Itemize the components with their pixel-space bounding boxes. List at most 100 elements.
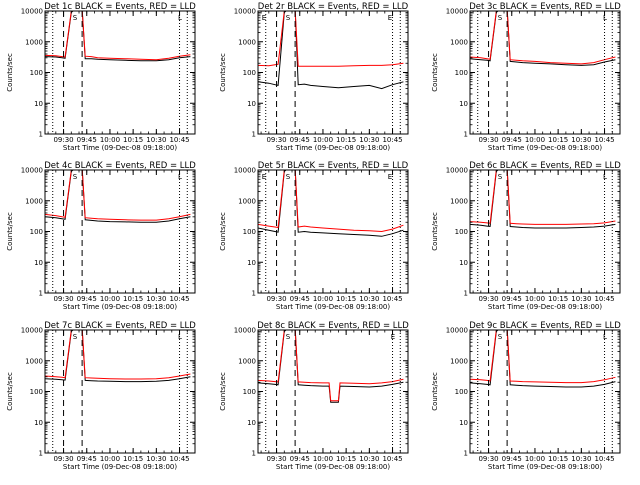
chart-panel-9: Det 9c BLACK = Events, RED = LLD S L 1 10 100… — [431, 321, 621, 471]
y-tick-label: 100 — [455, 69, 468, 77]
lld-series-line — [470, 170, 616, 225]
panel-title: Det 7c BLACK = Events, RED = LLD — [44, 321, 196, 331]
x-tick-label: 10:15 — [548, 295, 568, 303]
event-marker-label: S — [286, 14, 291, 22]
y-tick-label: 1000 — [450, 197, 468, 205]
y-tick-label: 10 — [459, 419, 468, 427]
y-tick-label: 10 — [34, 100, 43, 108]
events-series-line — [258, 11, 404, 90]
event-marker-label: E — [388, 14, 392, 22]
x-axis-label: Start Time (09-Dec-08 09:18:00) — [488, 303, 602, 311]
x-tick-label: 10:15 — [336, 295, 356, 303]
events-series-line — [470, 170, 616, 229]
x-tick-label: 09:45 — [502, 295, 522, 303]
y-axis-label: Counts/sec — [219, 212, 227, 251]
x-tick-label: 10:15 — [336, 136, 356, 144]
y-tick-label: 100 — [243, 388, 256, 396]
event-marker-label: E — [262, 14, 266, 22]
x-tick-label: 10:45 — [382, 295, 402, 303]
x-tick-label: 10:00 — [525, 295, 545, 303]
y-tick-label: 100 — [30, 69, 43, 77]
event-marker-label: S — [73, 333, 78, 341]
x-axis-label: Start Time (09-Dec-08 09:18:00) — [63, 144, 177, 152]
plot-frame — [257, 169, 409, 294]
y-tick-label: 1000 — [450, 357, 468, 365]
x-tick-label: 09:45 — [502, 136, 522, 144]
y-tick-label: 10 — [34, 259, 43, 267]
x-tick-label: 09:45 — [290, 136, 310, 144]
y-axis-label: Counts/sec — [6, 53, 14, 92]
panel-title: Det 6c BLACK = Events, RED = LLD — [469, 161, 621, 171]
x-axis-label: Start Time (09-Dec-08 09:18:00) — [488, 144, 602, 152]
y-tick-label: 1 — [464, 131, 468, 139]
panel-title: Det 5r BLACK = Events, RED = LLD — [258, 161, 409, 171]
x-tick-label: 09:30 — [53, 295, 73, 303]
events-series-line — [45, 11, 191, 62]
y-tick-label: 1000 — [25, 357, 43, 365]
x-tick-label: 09:30 — [53, 455, 73, 463]
x-tick-label: 09:45 — [77, 295, 97, 303]
y-tick-label: 1 — [464, 290, 468, 298]
lld-series-line — [45, 11, 191, 61]
y-tick-label: 10000 — [21, 327, 43, 335]
chart-panel-5: Det 5r BLACK = Events, RED = LLD E S E 1 10 10… — [219, 161, 409, 311]
x-tick-label: 10:45 — [169, 295, 189, 303]
x-tick-label: 10:30 — [146, 136, 166, 144]
x-tick-label: 09:45 — [77, 136, 97, 144]
event-marker-label: L — [603, 333, 607, 341]
event-marker-label: E — [391, 333, 395, 341]
y-tick-label: 1000 — [238, 357, 256, 365]
x-tick-label: 10:45 — [169, 136, 189, 144]
y-tick-label: 100 — [30, 388, 43, 396]
y-tick-label: 1 — [252, 131, 256, 139]
x-tick-label: 10:30 — [571, 455, 591, 463]
x-tick-label: 10:15 — [123, 295, 143, 303]
x-tick-label: 09:30 — [266, 455, 286, 463]
x-tick-label: 10:30 — [571, 295, 591, 303]
y-axis-label: Counts/sec — [6, 372, 14, 411]
x-tick-label: 09:30 — [478, 295, 498, 303]
events-series-line — [470, 330, 616, 388]
x-tick-label: 09:45 — [502, 455, 522, 463]
y-tick-label: 10000 — [234, 8, 256, 16]
plot-frame — [44, 10, 196, 135]
plot-frame — [469, 10, 621, 135]
event-marker-label: L — [603, 173, 607, 181]
y-tick-label: 10 — [459, 259, 468, 267]
x-tick-label: 09:45 — [290, 455, 310, 463]
x-tick-label: 10:45 — [594, 455, 614, 463]
y-axis-label: Counts/sec — [431, 212, 439, 251]
lld-series-line — [258, 330, 404, 402]
x-tick-label: 10:45 — [594, 295, 614, 303]
event-marker-label: L — [178, 173, 182, 181]
chart-panel-1: Det 1c BLACK = Events, RED = LLD S L 1 10 100… — [6, 2, 196, 152]
lld-series-line — [258, 11, 404, 67]
y-tick-label: 1 — [39, 131, 43, 139]
y-tick-label: 100 — [455, 228, 468, 236]
x-axis-label: Start Time (09-Dec-08 09:18:00) — [63, 463, 177, 471]
event-marker-label: S — [73, 14, 78, 22]
events-series-line — [45, 330, 191, 383]
event-marker-label: E — [262, 173, 266, 181]
x-tick-label: 10:00 — [100, 136, 120, 144]
events-series-line — [258, 170, 404, 237]
lld-series-line — [45, 170, 191, 221]
y-tick-label: 1 — [252, 290, 256, 298]
y-tick-label: 10000 — [446, 167, 468, 175]
event-marker-label: S — [498, 333, 503, 341]
plot-frame — [469, 169, 621, 294]
event-marker-label: S — [498, 14, 503, 22]
chart-panel-2: Det 2r BLACK = Events, RED = LLD E S E 1 10 10… — [219, 2, 409, 152]
x-tick-label: 10:30 — [146, 295, 166, 303]
x-tick-label: 09:45 — [290, 295, 310, 303]
x-tick-label: 10:45 — [169, 455, 189, 463]
x-tick-label: 10:30 — [359, 295, 379, 303]
x-tick-label: 10:15 — [123, 455, 143, 463]
y-tick-label: 10 — [459, 100, 468, 108]
plot-frame — [44, 169, 196, 294]
y-tick-label: 10 — [247, 419, 256, 427]
y-tick-label: 100 — [30, 228, 43, 236]
x-tick-label: 10:15 — [123, 136, 143, 144]
y-tick-label: 10000 — [446, 8, 468, 16]
x-axis-label: Start Time (09-Dec-08 09:18:00) — [276, 144, 390, 152]
